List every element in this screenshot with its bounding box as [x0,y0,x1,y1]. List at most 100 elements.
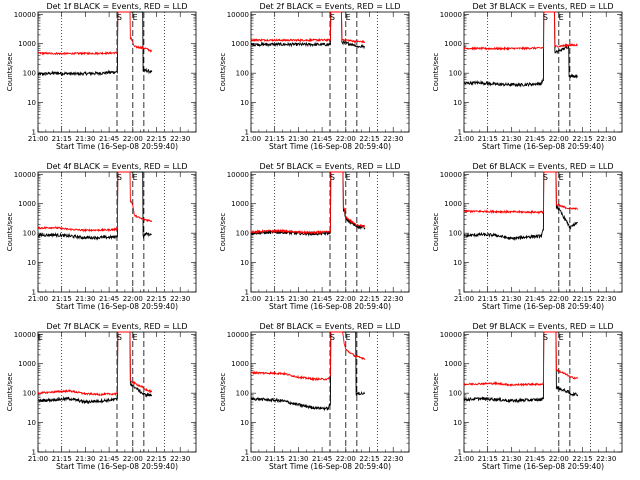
x-tick-label: 21:15 [478,135,498,143]
x-tick-label: 22:30 [596,295,616,303]
x-tick-label: 22:00 [336,455,356,463]
x-tick-label: 22:15 [572,135,592,143]
x-tick-label: 22:30 [383,135,403,143]
lld-series-line [37,11,153,56]
y-tick-label: 10 [27,419,36,427]
event-marker-s: S [330,173,335,182]
x-tick-label: 21:45 [312,295,332,303]
x-tick-label: 22:30 [170,135,190,143]
events-series-line [37,331,153,405]
events-series-line [37,171,153,241]
panel-title: Det 5f BLACK = Events, RED = LLD [259,162,400,171]
y-tick-label: 100 [449,230,462,238]
x-axis-label: Start Time (16-Sep-08 20:59:40) [482,142,604,151]
x-tick-label: 21:30 [75,135,95,143]
x-axis-label: Start Time (16-Sep-08 20:59:40) [269,302,391,311]
panel-title: Det 3f BLACK = Events, RED = LLD [472,2,613,11]
y-tick-label: 1 [32,129,36,137]
x-tick-label: 21:00 [28,455,48,463]
y-tick-label: 1000 [18,200,36,208]
lld-series-line [37,331,153,397]
y-axis-label: Counts/sec [6,53,14,92]
y-tick-label: 10000 [440,11,462,19]
panel-8: Det 8f BLACK = Events, RED = LLD 1 10 100 10… [219,322,410,471]
y-tick-label: 100 [236,70,249,78]
panel-title: Det 8f BLACK = Events, RED = LLD [259,322,400,331]
y-tick-label: 10000 [14,171,36,179]
event-marker-e: E [346,173,351,182]
panel-title: Det 7f BLACK = Events, RED = LLD [46,322,187,331]
x-tick-label: 22:15 [146,135,166,143]
lld-series-line [250,331,366,382]
event-marker-e: E [133,333,138,342]
y-tick-label: 1 [458,449,462,457]
event-marker-s: S [330,13,335,22]
y-axis-label: Counts/sec [432,373,440,412]
x-tick-label: 21:15 [52,135,72,143]
panel-title: Det 4f BLACK = Events, RED = LLD [46,162,187,171]
x-tick-label: 21:45 [99,295,119,303]
events-series-line [250,171,366,237]
x-axis-label: Start Time (16-Sep-08 20:59:40) [482,302,604,311]
x-tick-label: 22:30 [383,295,403,303]
events-series-line [463,331,579,404]
panel-3: Det 3f BLACK = Events, RED = LLD 1 10 100 10… [432,2,623,151]
panel-title: Det 2f BLACK = Events, RED = LLD [259,2,400,11]
x-tick-label: 22:15 [359,295,379,303]
panel-title: Det 9f BLACK = Events, RED = LLD [472,322,613,331]
events-series-line [463,171,579,242]
panel-title: Det 1f BLACK = Events, RED = LLD [46,2,187,11]
y-tick-label: 10000 [14,11,36,19]
x-tick-label: 22:00 [123,135,143,143]
y-tick-label: 10 [240,419,249,427]
x-tick-label: 21:30 [501,455,521,463]
y-axis-label: Counts/sec [219,213,227,252]
event-marker-e: E [559,173,564,182]
x-tick-label: 21:30 [75,455,95,463]
x-tick-label: 21:00 [241,295,261,303]
x-tick-label: 21:15 [52,295,72,303]
y-tick-label: 1000 [231,40,249,48]
x-tick-label: 21:30 [501,295,521,303]
x-tick-label: 21:15 [265,295,285,303]
x-tick-label: 22:15 [359,455,379,463]
panel-9: Det 9f BLACK = Events, RED = LLD 1 10 100 10… [432,322,623,471]
y-tick-label: 100 [23,230,36,238]
x-axis-label: Start Time (16-Sep-08 20:59:40) [482,462,604,471]
x-tick-label: 21:15 [478,295,498,303]
event-marker-s: S [543,333,548,342]
y-tick-label: 1000 [231,200,249,208]
y-tick-label: 1 [245,449,249,457]
x-tick-label: 22:30 [170,295,190,303]
y-tick-label: 10 [453,259,462,267]
x-tick-label: 22:15 [572,455,592,463]
x-axis-label: Start Time (16-Sep-08 20:59:40) [56,142,178,151]
x-tick-label: 21:30 [288,295,308,303]
lld-series-line [463,331,578,387]
y-tick-label: 10 [240,99,249,107]
y-tick-label: 1000 [18,40,36,48]
event-marker-e: E [559,333,564,342]
y-tick-label: 1 [32,289,36,297]
y-tick-label: 1 [458,289,462,297]
x-tick-label: 21:30 [75,295,95,303]
y-tick-label: 100 [236,230,249,238]
y-axis-label: Counts/sec [219,373,227,412]
y-tick-label: 10000 [227,331,249,339]
y-tick-label: 100 [23,70,36,78]
y-axis-label: Counts/sec [6,213,14,252]
lld-series-line [37,171,153,233]
event-marker-e: E [559,13,564,22]
lld-series-line [463,11,578,51]
x-tick-label: 21:30 [501,135,521,143]
y-tick-label: 10000 [440,331,462,339]
x-tick-label: 22:00 [123,455,143,463]
x-axis-label: Start Time (16-Sep-08 20:59:40) [56,462,178,471]
y-tick-label: 10000 [227,11,249,19]
x-tick-label: 22:00 [549,135,569,143]
x-tick-label: 22:00 [336,295,356,303]
event-marker-s: S [543,13,548,22]
x-tick-label: 21:00 [454,455,474,463]
x-axis-label: Start Time (16-Sep-08 20:59:40) [56,302,178,311]
